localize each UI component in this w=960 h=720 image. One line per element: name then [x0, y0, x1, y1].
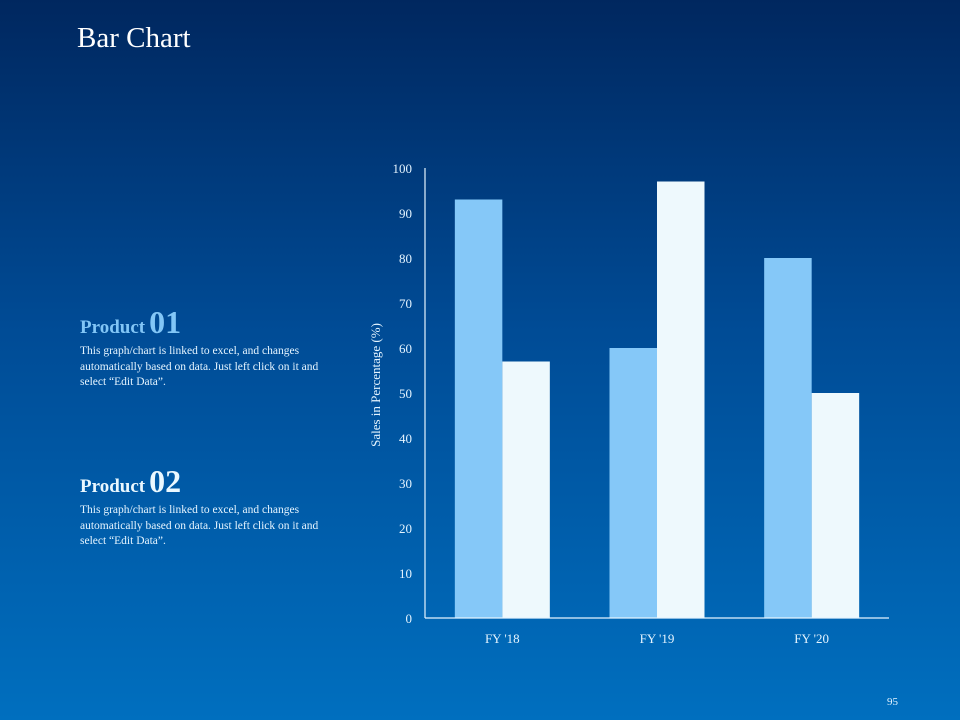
y-tick-label: 40: [399, 431, 412, 446]
y-tick-label: 50: [399, 386, 412, 401]
product-number: 02: [149, 463, 182, 499]
x-tick-label: FY '18: [485, 631, 520, 646]
bar-1-0: [454, 199, 503, 618]
product-number: 01: [149, 304, 182, 340]
y-tick-label: 90: [399, 206, 412, 221]
bar-1-2: [764, 258, 812, 618]
slide-title: Bar Chart: [77, 22, 191, 54]
y-tick-label: 20: [399, 521, 412, 536]
y-tick-label: 100: [393, 161, 413, 176]
y-tick-label: 60: [399, 341, 412, 356]
y-tick-label: 80: [399, 251, 412, 266]
y-tick-label: 10: [399, 566, 412, 581]
bar-2-1: [657, 181, 705, 618]
product-02-description: This graph/chart is linked to excel, and…: [80, 504, 319, 547]
page-number: 95: [887, 696, 898, 708]
y-tick-label: 30: [399, 476, 412, 491]
y-axis-label: Sales in Percentage (%): [368, 323, 383, 447]
product-label: Product: [80, 317, 146, 338]
x-tick-label: FY '19: [640, 631, 675, 646]
product-02-heading: Product 02: [80, 465, 330, 497]
product-01-heading: Product 01: [80, 306, 330, 338]
product-02-block: Product 02 This graph/chart is linked to …: [80, 465, 330, 550]
product-label: Product: [80, 476, 146, 497]
x-tick-label: FY '20: [794, 631, 829, 646]
product-01-block: Product 01 This graph/chart is linked to …: [80, 306, 330, 391]
bar-2-0: [502, 361, 550, 618]
bar-1-1: [609, 348, 657, 618]
y-tick-label: 70: [399, 296, 412, 311]
product-01-description: This graph/chart is linked to excel, and…: [80, 345, 319, 388]
bar-2-2: [811, 393, 860, 618]
y-tick-label: 0: [406, 611, 413, 626]
